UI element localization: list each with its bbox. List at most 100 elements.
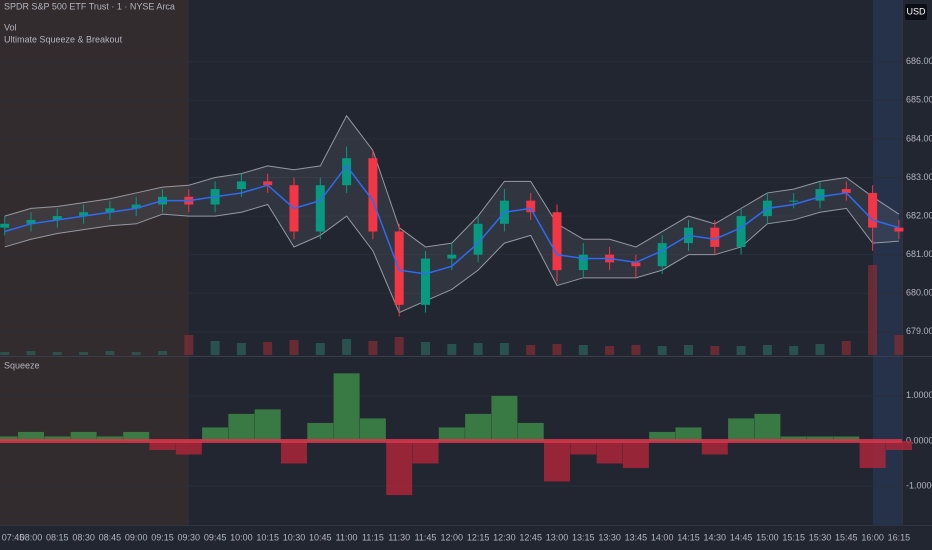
volume-bar [578, 345, 588, 355]
x-tick-label: 14:45 [730, 532, 753, 542]
candle-body [447, 254, 457, 259]
candle-body [736, 216, 746, 247]
squeeze-bar [754, 413, 781, 441]
squeeze-bar [438, 427, 465, 441]
squeeze-bar [0, 436, 18, 441]
volume-bar [789, 346, 799, 355]
band-line [4, 203, 899, 314]
candle-body [578, 254, 588, 271]
volume-bar [421, 342, 430, 355]
y-tick-label: 685.00 [906, 95, 932, 105]
squeeze-bar [491, 395, 518, 441]
candle-body [263, 181, 273, 186]
volume-bar [289, 340, 299, 355]
x-tick-label: 15:45 [835, 532, 858, 542]
volume-bar [210, 341, 220, 355]
x-tick-label: 09:45 [204, 532, 227, 542]
candle-body [552, 212, 562, 271]
x-tick-label: 12:45 [519, 532, 542, 542]
basis-line [4, 164, 900, 275]
volume-bar [263, 342, 273, 355]
squeeze-bar [570, 440, 597, 455]
candle-body [710, 227, 720, 247]
squeeze-bar [885, 440, 912, 450]
candle-body [368, 158, 378, 232]
volume-bar [841, 341, 851, 355]
squeeze-bar [281, 440, 307, 464]
volume-bar [605, 346, 615, 355]
indicator-label: Ultimate Squeeze & Breakout [4, 34, 123, 44]
volume-bar [368, 341, 378, 355]
y-tick-label: 684.00 [906, 133, 932, 143]
squeeze-bar [123, 431, 150, 441]
candle-body [0, 223, 10, 228]
x-tick-label: 16:00 [861, 532, 884, 542]
x-tick-label: 08:45 [99, 532, 122, 542]
squeeze-bar [833, 436, 860, 441]
candle-body [789, 200, 799, 202]
squeeze-bar [596, 440, 623, 464]
candle-body [657, 243, 667, 267]
volume-bar [815, 344, 825, 355]
pane-title: Squeeze [4, 360, 40, 370]
squeeze-bar [412, 440, 439, 464]
squeeze-bar [859, 440, 886, 468]
y-tick-label: 679.00 [906, 326, 932, 336]
squeeze-bar [780, 436, 807, 441]
x-tick-label: 14:00 [651, 532, 674, 542]
volume-bar [868, 265, 878, 355]
candle-body [236, 181, 246, 190]
x-tick-label: 15:15 [782, 532, 805, 542]
volume-bar [736, 346, 746, 355]
x-tick-label: 07:45 [2, 532, 25, 542]
candle-body [315, 185, 325, 232]
squeeze-bar [175, 440, 202, 455]
volume-bar [0, 352, 10, 355]
x-tick-label: 10:15 [256, 532, 279, 542]
squeeze-bar [307, 422, 334, 441]
candle-body [868, 192, 878, 228]
candle-body [421, 258, 430, 305]
volume-bar [79, 352, 89, 355]
squeeze-bar [149, 440, 176, 450]
candle-body [631, 262, 641, 267]
x-tick-label: 13:30 [598, 532, 621, 542]
candle-body [52, 216, 62, 220]
volume-bar [342, 339, 352, 355]
x-tick-label: 14:30 [704, 532, 727, 542]
indicator-label: Vol [4, 22, 17, 32]
squeeze-bar [807, 436, 833, 441]
squeeze-bar [701, 440, 728, 455]
x-tick-label: 14:15 [677, 532, 700, 542]
volume-bar [710, 346, 720, 355]
volume-bar [184, 335, 194, 355]
y-tick-label: 681.00 [906, 249, 932, 259]
currency-badge[interactable] [905, 4, 927, 20]
volume-bar [26, 351, 36, 355]
y-tick-label: -1.0000 [906, 480, 932, 490]
squeeze-bar [18, 431, 44, 441]
x-tick-label: 13:15 [572, 532, 595, 542]
candle-body [26, 219, 36, 224]
volume-bar [394, 337, 404, 355]
x-tick-label: 16:15 [888, 532, 911, 542]
band-fill [4, 115, 899, 313]
volume-bar [762, 345, 772, 355]
x-tick-label: 11:30 [388, 532, 410, 542]
x-tick-label: 12:15 [467, 532, 490, 542]
x-tick-label: 09:15 [151, 532, 174, 542]
x-tick-label: 12:00 [441, 532, 464, 542]
squeeze-bar [254, 409, 281, 441]
squeeze-bar [386, 440, 413, 496]
squeeze-bar [675, 427, 702, 441]
candle-body [131, 204, 141, 209]
x-tick-label: 13:45 [625, 532, 648, 542]
volume-bar [657, 346, 667, 355]
squeeze-bar [649, 431, 676, 441]
y-tick-label: 686.00 [906, 56, 932, 66]
squeeze-bar [70, 431, 97, 441]
squeeze-bar [96, 436, 123, 441]
currency[interactable]: USD [906, 6, 926, 16]
volume-bar [236, 343, 246, 355]
